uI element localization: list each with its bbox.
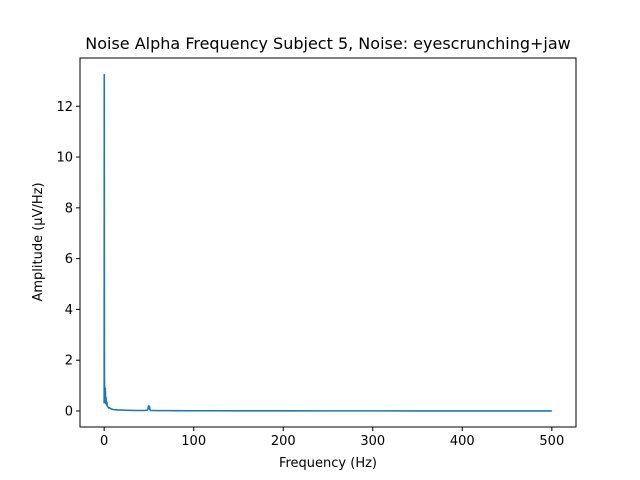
y-tick-label: 10 xyxy=(56,151,73,166)
y-tick-label: 0 xyxy=(65,405,73,420)
plot-frame xyxy=(79,57,577,428)
x-axis-label: Frequency (Hz) xyxy=(279,456,377,471)
y-tick-label: 6 xyxy=(65,252,73,267)
x-tick-label: 0 xyxy=(100,434,108,449)
y-tick-label: 4 xyxy=(65,303,73,318)
y-tick-label: 8 xyxy=(65,201,73,216)
x-tick-label: 200 xyxy=(271,434,296,449)
y-tick-label: 2 xyxy=(65,354,73,369)
x-tick-label: 500 xyxy=(539,434,564,449)
y-tick-label: 12 xyxy=(56,100,73,115)
x-tick-label: 100 xyxy=(181,434,206,449)
x-tick-label: 300 xyxy=(360,434,385,449)
series-line xyxy=(103,73,552,412)
chart-title: Noise Alpha Frequency Subject 5, Noise: … xyxy=(85,34,570,53)
x-tick-label: 400 xyxy=(450,434,475,449)
y-axis-label: Amplitude (µV/Hz) xyxy=(31,182,46,301)
